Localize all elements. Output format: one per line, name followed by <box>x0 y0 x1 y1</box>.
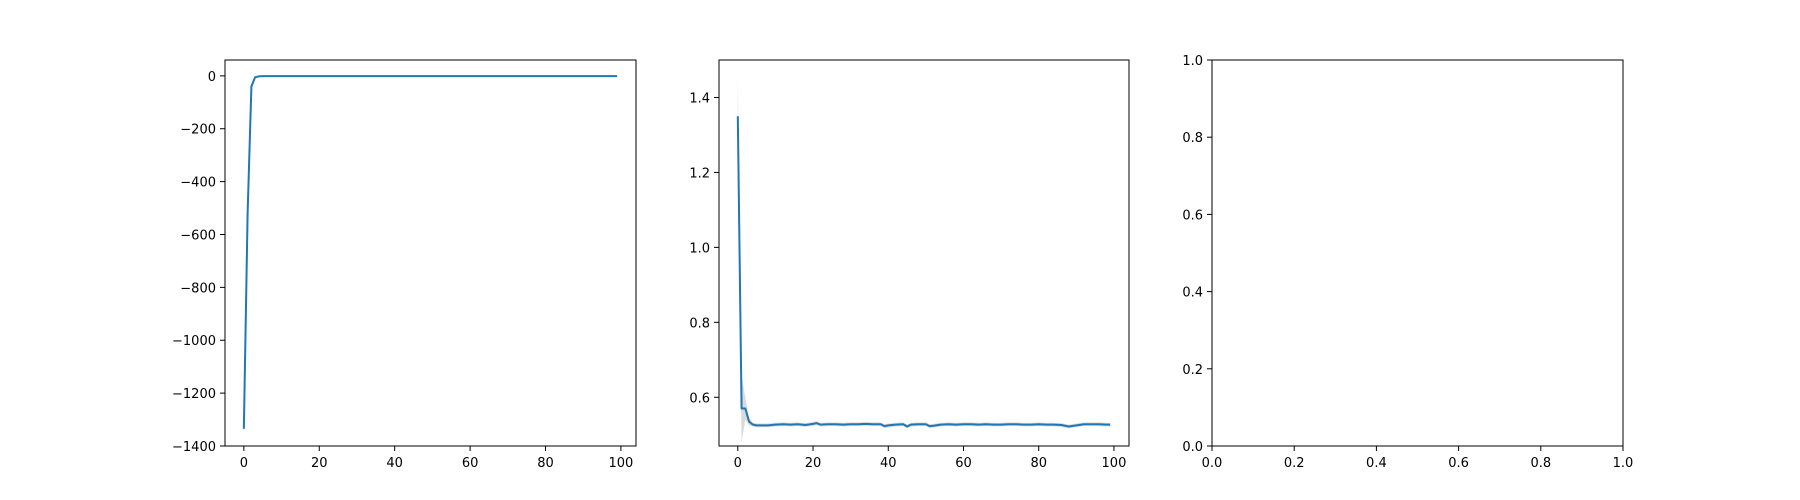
y-tick-label: 0.6 <box>1182 208 1203 223</box>
x-tick-label: 0.8 <box>1530 456 1551 471</box>
axes-frame <box>1211 59 1624 447</box>
x-tick-label: 100 <box>1102 456 1127 471</box>
y-tick-label: 0.0 <box>1182 440 1203 455</box>
x-tick-label: 80 <box>1030 456 1047 471</box>
subplot-3: 0.0 0.2 0.4 0.6 0.8 1.0 0.0 0.2 0.4 0.6 0.8 1.0 <box>1182 54 1633 471</box>
axes-frame <box>718 59 1130 447</box>
x-tick-label: 20 <box>805 456 822 471</box>
y-tick-label: 0.8 <box>1182 131 1203 146</box>
y-tick-label: 0 <box>208 70 216 85</box>
x-tick-label: 20 <box>311 456 328 471</box>
y-tick-label: −600 <box>180 228 216 243</box>
x-tick-label: 40 <box>880 456 897 471</box>
y-tick-label: 1.2 <box>689 166 710 181</box>
x-tick-label: 1.0 <box>1613 456 1634 471</box>
y-tick-label: −1200 <box>172 387 216 402</box>
y-tick-label: 0.6 <box>689 391 710 406</box>
y-tick-label: −200 <box>180 123 216 138</box>
x-tick-label: 0 <box>734 456 742 471</box>
subplot-2: 0 20 40 60 80 100 0.6 0.8 1.0 1.2 1.4 <box>689 59 1130 471</box>
x-tick-label: 80 <box>537 456 554 471</box>
x-tick-label: 0.0 <box>1202 456 1223 471</box>
x-tick-label: 40 <box>386 456 403 471</box>
x-tick-label: 60 <box>462 456 479 471</box>
x-tick-label: 100 <box>609 456 634 471</box>
x-tick-label: 0.2 <box>1284 456 1305 471</box>
y-tick-label: 0.2 <box>1182 363 1203 378</box>
x-tick-label: 0 <box>240 456 248 471</box>
y-tick-label: −400 <box>180 176 216 191</box>
y-tick-label: 1.4 <box>689 91 710 106</box>
y-tick-label: 0.8 <box>689 316 710 331</box>
confidence-band <box>737 78 1111 443</box>
x-tick-label: 0.4 <box>1366 456 1387 471</box>
x-tick-label: 0.6 <box>1448 456 1469 471</box>
y-tick-label: −800 <box>180 281 216 296</box>
y-tick-label: 1.0 <box>1182 54 1203 69</box>
series-line <box>736 116 1111 428</box>
series-line <box>242 75 618 429</box>
y-tick-label: −1000 <box>172 334 216 349</box>
x-tick-label: 60 <box>955 456 972 471</box>
axes-frame <box>224 59 637 447</box>
subplot-1: 0 20 40 60 80 100 0 −200 −400 −600 −800 −1000 −1200 −… <box>172 59 637 471</box>
y-tick-label: 1.0 <box>689 241 710 256</box>
y-tick-label: −1400 <box>172 440 216 455</box>
y-tick-label: 0.4 <box>1182 286 1203 301</box>
